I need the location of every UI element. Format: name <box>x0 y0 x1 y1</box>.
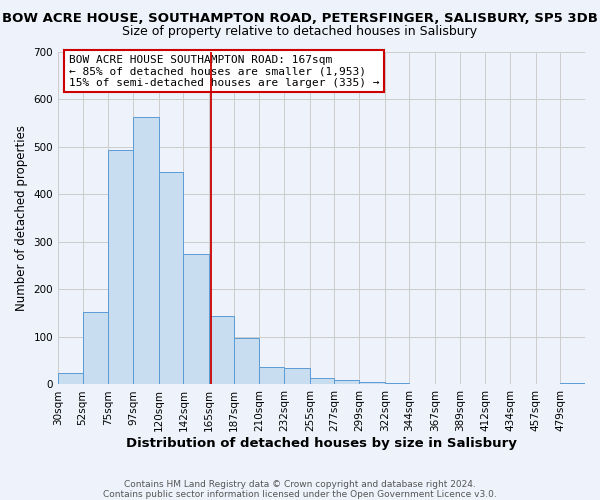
Bar <box>334 380 359 384</box>
Text: Contains public sector information licensed under the Open Government Licence v3: Contains public sector information licen… <box>103 490 497 499</box>
Bar <box>58 372 83 384</box>
Bar <box>259 368 284 384</box>
Text: Size of property relative to detached houses in Salisbury: Size of property relative to detached ho… <box>122 25 478 38</box>
Text: Contains HM Land Registry data © Crown copyright and database right 2024.: Contains HM Land Registry data © Crown c… <box>124 480 476 489</box>
Text: BOW ACRE HOUSE SOUTHAMPTON ROAD: 167sqm
← 85% of detached houses are smaller (1,: BOW ACRE HOUSE SOUTHAMPTON ROAD: 167sqm … <box>68 55 379 88</box>
Text: BOW ACRE HOUSE, SOUTHAMPTON ROAD, PETERSFINGER, SALISBURY, SP5 3DB: BOW ACRE HOUSE, SOUTHAMPTON ROAD, PETERS… <box>2 12 598 26</box>
Bar <box>385 382 409 384</box>
Bar <box>284 368 310 384</box>
Bar <box>83 312 109 384</box>
Bar <box>109 150 133 384</box>
Bar <box>184 254 209 384</box>
Bar <box>133 116 159 384</box>
Bar <box>560 383 585 384</box>
Bar <box>310 378 334 384</box>
Bar <box>233 338 259 384</box>
Y-axis label: Number of detached properties: Number of detached properties <box>15 125 28 311</box>
Bar <box>209 316 233 384</box>
X-axis label: Distribution of detached houses by size in Salisbury: Distribution of detached houses by size … <box>126 437 517 450</box>
Bar <box>359 382 385 384</box>
Bar <box>159 172 184 384</box>
